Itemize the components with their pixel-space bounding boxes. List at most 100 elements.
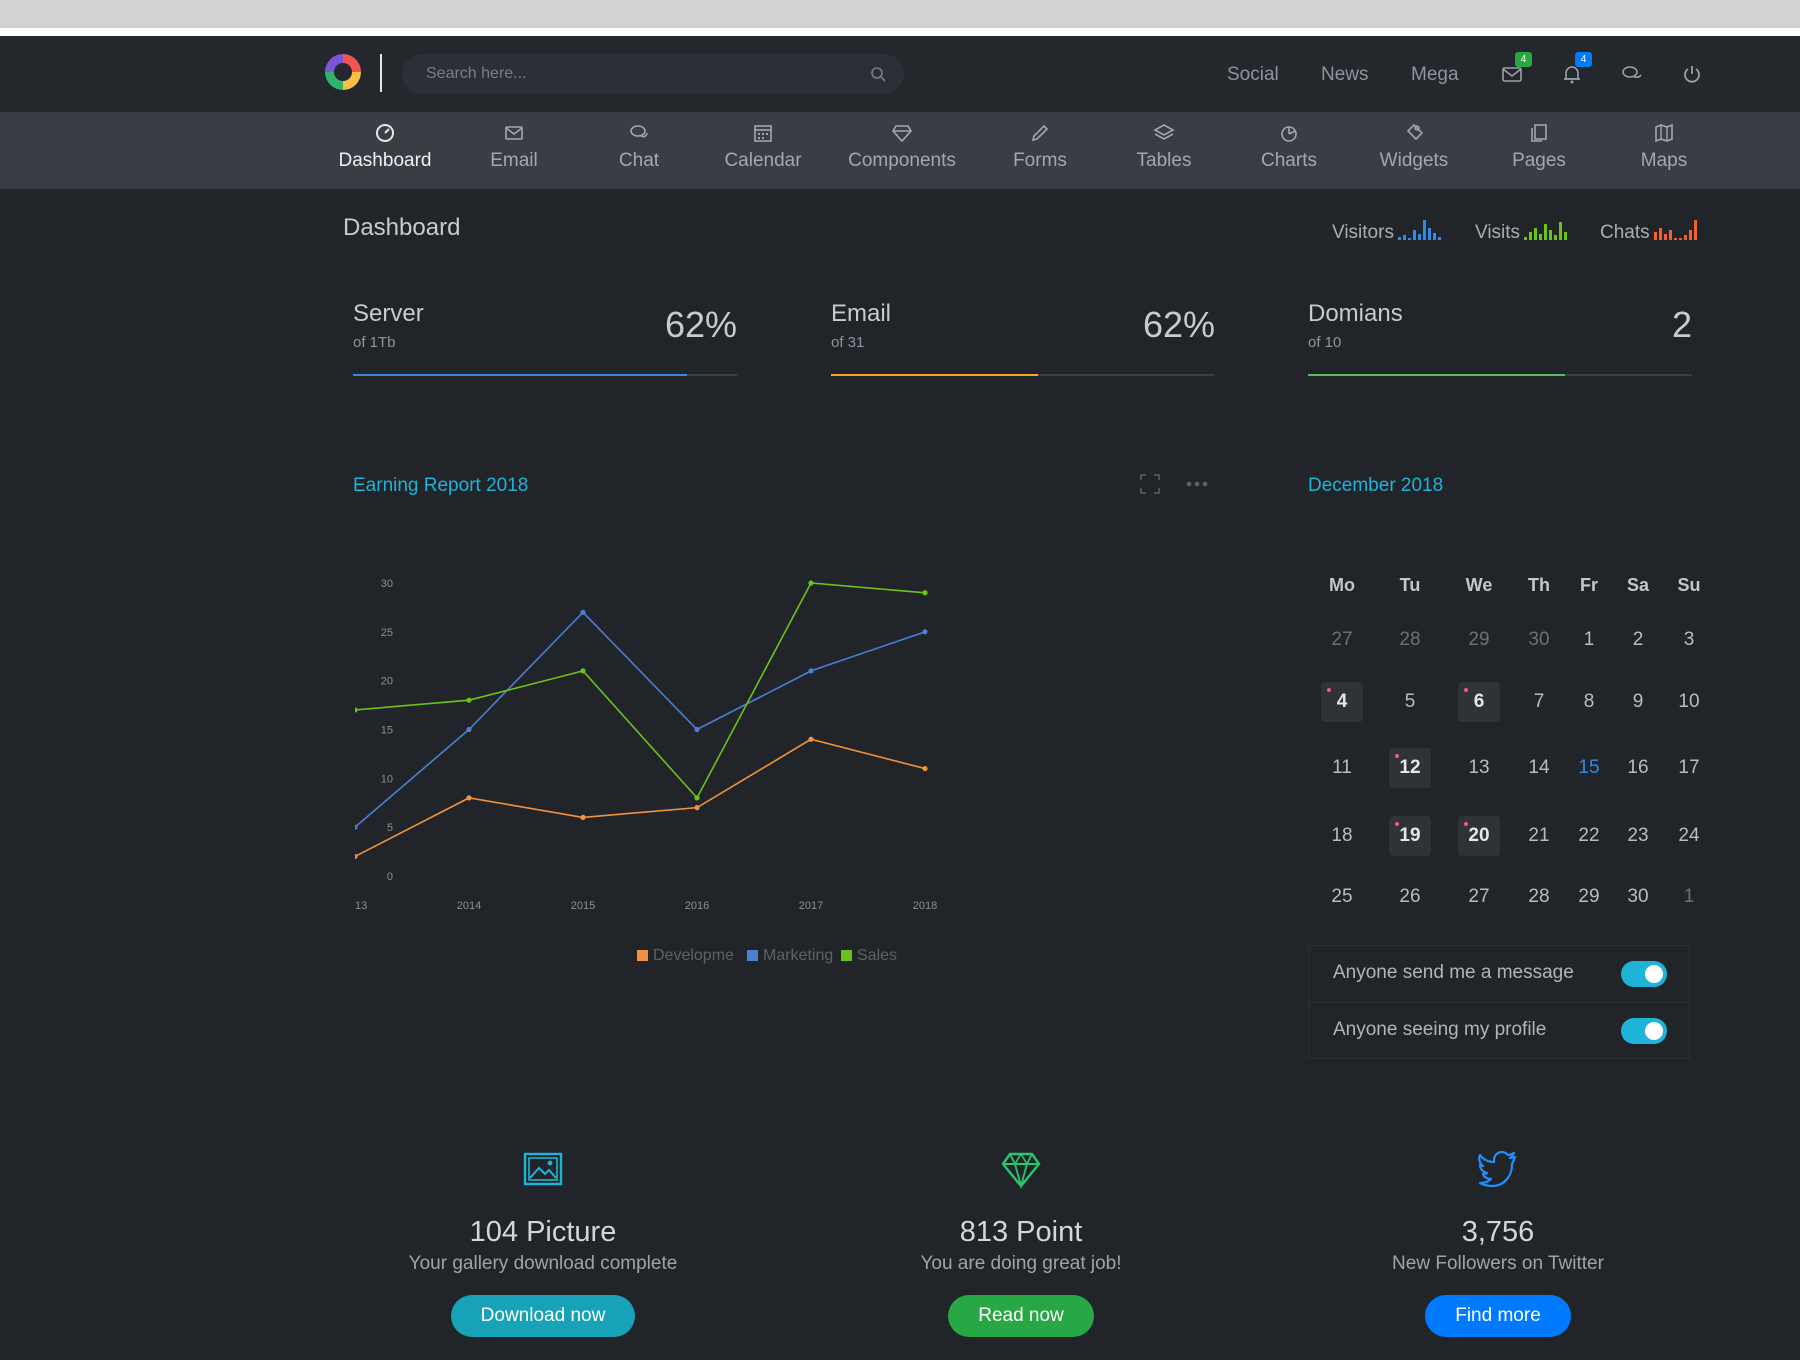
y-tick-label: 0 (387, 871, 393, 883)
nav-link-mega[interactable]: Mega (1411, 64, 1459, 85)
nav-tab-chat[interactable]: Chat (577, 122, 701, 172)
search-input[interactable] (426, 62, 846, 86)
calendar-day[interactable]: 15 (1578, 757, 1600, 778)
nav-tab-forms[interactable]: Forms (978, 122, 1102, 172)
toggle-label: Anyone send me a message (1333, 962, 1574, 983)
calendar-day[interactable]: 3 (1683, 629, 1695, 650)
nav-tab-widgets[interactable]: Widgets (1352, 122, 1476, 172)
calendar-day[interactable]: 20 (1458, 816, 1500, 856)
toggle-switch-profile[interactable] (1621, 1018, 1667, 1044)
calendar-day[interactable]: 30 (1627, 886, 1649, 907)
calendar-day[interactable]: 9 (1632, 691, 1644, 712)
nav-link-social[interactable]: Social (1227, 64, 1279, 85)
nav-tab-charts[interactable]: Charts (1227, 122, 1351, 172)
read-now-button[interactable]: Read now (948, 1295, 1094, 1337)
calendar-day[interactable]: 2 (1632, 629, 1644, 650)
series-line-marketing (355, 611, 926, 828)
fullscreen-icon[interactable] (1140, 474, 1160, 494)
calendar-day[interactable]: 12 (1389, 748, 1431, 788)
nav-tab-label: Calendar (724, 150, 802, 171)
power-icon (1684, 66, 1700, 83)
dashboard-icon (376, 124, 394, 142)
data-point (466, 697, 472, 703)
calendar-day[interactable]: 4 (1321, 682, 1363, 722)
calendar-day[interactable]: 13 (1468, 757, 1490, 778)
stat-value: 2 (1671, 304, 1692, 345)
toggle-switch-messages[interactable] (1621, 961, 1667, 987)
calendar-day[interactable]: 18 (1331, 825, 1353, 846)
calendar-day[interactable]: 29 (1468, 629, 1490, 650)
chat-icon (630, 125, 648, 138)
nav-tab-email[interactable]: Email (452, 122, 576, 172)
calendar-day[interactable]: 30 (1528, 629, 1550, 650)
stat-progress-fill (831, 374, 1039, 376)
calendar-icon (754, 125, 772, 142)
main-navigation: Dashboard Email Chat Calendar Components… (0, 112, 1800, 189)
calendar-day[interactable]: 25 (1331, 886, 1353, 907)
data-point (580, 814, 586, 820)
card-subtitle: Your gallery download complete (408, 1253, 678, 1274)
legend-swatch (841, 950, 852, 961)
search-icon[interactable] (870, 66, 886, 82)
nav-tab-calendar[interactable]: Calendar (701, 122, 825, 172)
calendar-weekday: We (1465, 575, 1493, 595)
calendar-day[interactable]: 26 (1399, 886, 1421, 907)
data-point (580, 609, 586, 615)
calendar-day[interactable]: 16 (1627, 757, 1649, 778)
calendar-day[interactable]: 19 (1389, 816, 1431, 856)
spark-bars-icon (1397, 220, 1441, 240)
series-line-sales (355, 582, 926, 800)
mail-icon (505, 126, 523, 140)
data-point (355, 853, 358, 860)
card-pictures: 104 Picture Your gallery download comple… (333, 1148, 753, 1337)
find-more-button[interactable]: Find more (1425, 1295, 1571, 1337)
calendar-day[interactable]: 23 (1627, 825, 1649, 846)
calendar-day[interactable]: 5 (1404, 691, 1416, 712)
legend-swatch (637, 950, 648, 961)
calendar-day[interactable]: 7 (1533, 691, 1545, 712)
more-options-icon[interactable] (1186, 474, 1208, 494)
toggle-row-messages: Anyone send me a message (1309, 946, 1689, 1002)
download-now-button[interactable]: Download now (450, 1295, 636, 1337)
calendar-day[interactable]: 8 (1583, 691, 1595, 712)
data-point (808, 668, 814, 674)
nav-tab-label: Forms (1013, 150, 1067, 171)
nav-tab-tables[interactable]: Tables (1102, 122, 1226, 172)
calendar-day[interactable]: 14 (1528, 757, 1550, 778)
mail-button[interactable]: 4 (1500, 52, 1532, 88)
calendar-day[interactable]: 27 (1331, 629, 1353, 650)
calendar-day[interactable]: 11 (1332, 757, 1352, 778)
nav-link-news[interactable]: News (1321, 64, 1369, 85)
y-tick-label: 25 (381, 627, 393, 639)
calendar-day[interactable]: 21 (1528, 825, 1550, 846)
messages-button[interactable] (1620, 62, 1646, 88)
card-twitter: 3,756 New Followers on Twitter Find more (1288, 1148, 1708, 1337)
image-icon (523, 1152, 563, 1186)
calendar-day[interactable]: 27 (1468, 886, 1490, 907)
calendar-day[interactable]: 28 (1528, 886, 1550, 907)
calendar-day[interactable]: 1 (1583, 629, 1595, 650)
calendar-day[interactable]: 24 (1678, 825, 1700, 846)
twitter-icon (1478, 1150, 1517, 1188)
browser-strip (0, 0, 1800, 36)
y-tick-label: 5 (387, 822, 393, 834)
calendar-day[interactable]: 22 (1578, 825, 1600, 846)
power-button[interactable] (1680, 62, 1706, 88)
nav-tab-components[interactable]: Components (840, 122, 964, 172)
nav-tab-dashboard[interactable]: Dashboard (323, 122, 447, 172)
spark-label: Visits (1475, 222, 1521, 243)
app-logo[interactable] (325, 54, 361, 90)
calendar-day[interactable]: 6 (1458, 682, 1500, 722)
notifications-button[interactable]: 4 (1560, 52, 1592, 88)
nav-tab-pages[interactable]: Pages (1477, 122, 1601, 172)
calendar-day[interactable]: 10 (1678, 691, 1700, 712)
data-point (694, 795, 700, 801)
calendar-day[interactable]: 17 (1678, 757, 1700, 778)
calendar-day[interactable]: 1 (1683, 886, 1695, 907)
calendar-day[interactable]: 28 (1399, 629, 1421, 650)
mail-badge: 4 (1515, 52, 1532, 67)
calendar-day[interactable]: 29 (1578, 886, 1600, 907)
data-point (580, 668, 586, 674)
nav-tab-maps[interactable]: Maps (1602, 122, 1726, 172)
earning-line-chart: 0 5 10 15 20 25 30 2013 2014 2015 2016 2017 2018 Deve… (355, 578, 937, 964)
